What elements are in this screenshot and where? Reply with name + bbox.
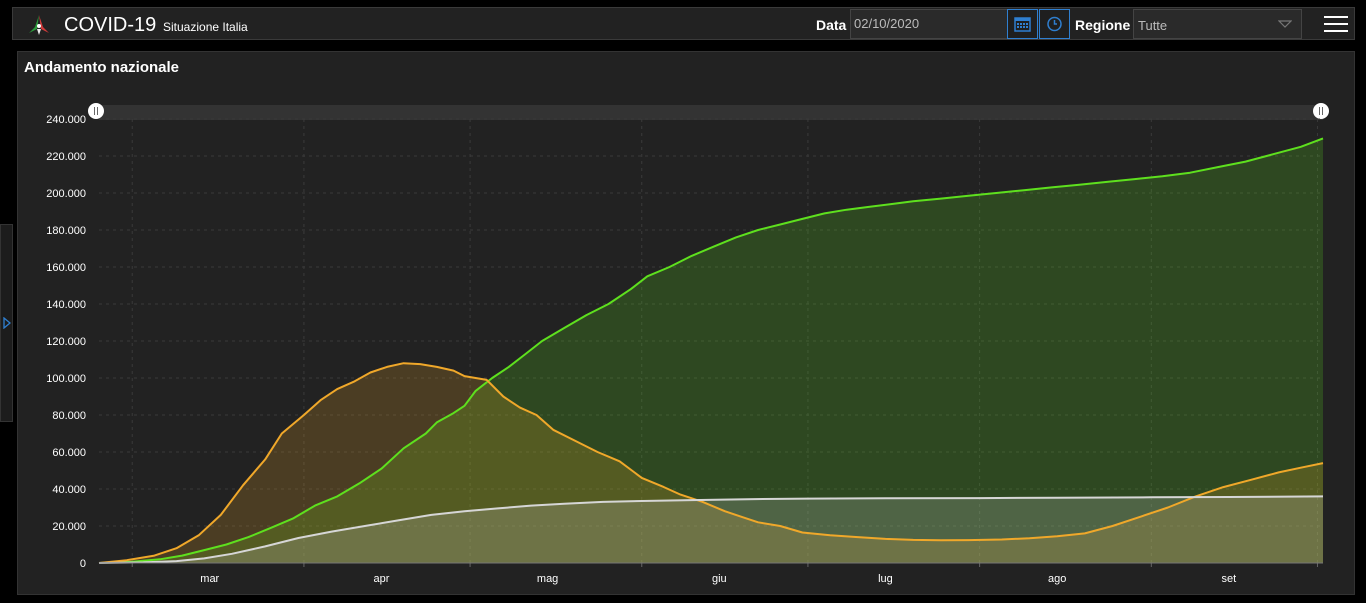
hamburger-menu-icon-bar	[1324, 30, 1348, 32]
x-tick-label: lug	[878, 573, 893, 585]
y-tick-label: 20.000	[52, 521, 86, 533]
chevron-down-icon	[1278, 20, 1292, 28]
y-tick-label: 160.000	[46, 262, 86, 274]
series-area	[99, 496, 1323, 563]
x-tick-label: giu	[712, 573, 727, 585]
series-area	[99, 363, 1323, 563]
panel-title: Andamento nazionale	[24, 59, 180, 76]
calendar-icon	[1014, 17, 1031, 32]
x-tick-label: mag	[537, 573, 558, 585]
range-slider-start-handle	[88, 103, 104, 119]
hamburger-menu-icon-bar	[1324, 23, 1348, 25]
region-select[interactable]: Tutte	[1133, 9, 1302, 39]
series-area	[99, 138, 1323, 563]
y-tick-label: 100.000	[46, 373, 86, 385]
sidebar-toggle[interactable]	[0, 224, 13, 422]
x-tick-label: apr	[374, 573, 390, 585]
hamburger-menu-button[interactable]	[1324, 13, 1348, 35]
calendar-button[interactable]	[1007, 9, 1038, 39]
chevron-right-icon	[3, 317, 11, 329]
chart-panel: Andamento nazionale 0 20.000 40.000 60.000 8…	[17, 51, 1355, 595]
y-tick-label: 40.000	[52, 484, 86, 496]
y-tick-label: 240.000	[46, 114, 86, 126]
top-header: COVID-19 Situazione Italia Data 02/10/20…	[12, 7, 1355, 40]
y-tick-label: 0	[80, 558, 86, 570]
x-tick-label: set	[1222, 573, 1237, 585]
series-line	[98, 137, 1324, 564]
x-tick-label: mar	[200, 573, 219, 585]
date-input[interactable]: 02/10/2020	[850, 9, 1008, 39]
app-subtitle: Situazione Italia	[163, 20, 248, 34]
y-tick-label: 120.000	[46, 336, 86, 348]
region-select-value: Tutte	[1138, 18, 1168, 33]
y-tick-label: 80.000	[52, 410, 86, 422]
range-slider-track	[99, 105, 1323, 120]
clock-icon	[1047, 16, 1062, 32]
region-label: Regione	[1075, 17, 1131, 33]
y-tick-label: 60.000	[52, 447, 86, 459]
y-tick-label: 220.000	[46, 151, 86, 163]
app-title: COVID-19	[64, 14, 157, 36]
hamburger-menu-icon	[1324, 16, 1348, 18]
series-line	[98, 495, 1324, 564]
y-tick-label: 200.000	[46, 188, 86, 200]
national-trend-chart: 0 20.000 40.000 60.000 80.000 100.000 120.000 1…	[46, 103, 1329, 585]
time-button[interactable]	[1039, 9, 1070, 39]
range-slider-end-handle	[1313, 103, 1329, 119]
series-line	[98, 362, 1324, 564]
date-label: Data	[816, 17, 847, 33]
y-tick-label: 180.000	[46, 225, 86, 237]
x-tick-label: ago	[1048, 573, 1066, 585]
italy-logo-icon	[29, 15, 49, 35]
y-tick-label: 140.000	[46, 299, 86, 311]
